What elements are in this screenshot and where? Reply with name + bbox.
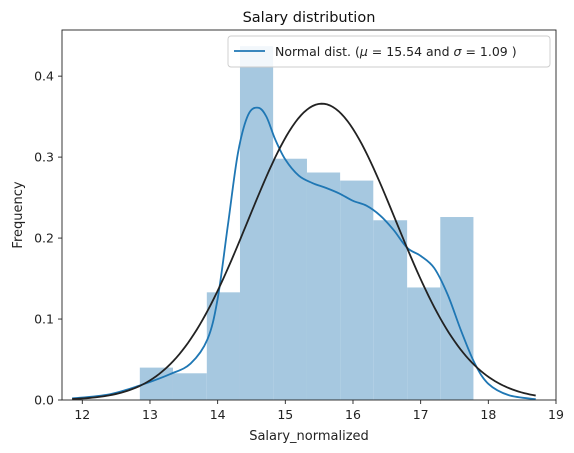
- x-tick-label: 15: [277, 407, 293, 422]
- histogram-bar-5: [306, 172, 341, 400]
- chart-title: Salary distribution: [243, 10, 376, 26]
- histogram-bar-4: [273, 158, 307, 400]
- x-tick-label: 18: [480, 407, 496, 422]
- y-tick-label: 0.2: [34, 231, 54, 246]
- x-tick-label: 12: [74, 407, 90, 422]
- x-tick-label: 14: [210, 407, 226, 422]
- y-axis-label: Frequency: [11, 181, 26, 248]
- x-tick-label: 19: [548, 407, 564, 422]
- histogram-bar-8: [407, 287, 441, 400]
- legend-label: Normal dist. (μ = 15.54 and σ = 1.09 ): [275, 44, 517, 59]
- legend: Normal dist. (μ = 15.54 and σ = 1.09 ): [227, 35, 551, 68]
- mu-value: = 15.54: [372, 44, 422, 59]
- y-tick-label: 0.4: [34, 69, 54, 84]
- histogram-bar-3: [239, 46, 274, 400]
- y-tick-label: 0.3: [34, 150, 54, 165]
- histogram-bar-9: [440, 217, 474, 400]
- axes-frame: [61, 29, 557, 401]
- x-axis-ticks: 12 13 14 15 16 17 18 19: [74, 400, 564, 422]
- histogram-bar-2: [206, 292, 240, 400]
- legend-box: [227, 35, 551, 68]
- y-tick-label: 0.0: [34, 393, 54, 408]
- mu-symbol: μ: [359, 44, 368, 59]
- histogram-bars: [139, 46, 474, 400]
- legend-and: and: [426, 44, 450, 59]
- y-tick-label: 0.1: [34, 312, 54, 327]
- y-axis-ticks: 0.0 0.1 0.2 0.3 0.4: [34, 69, 62, 408]
- sigma-symbol: σ: [454, 44, 463, 59]
- x-axis-label: Salary_normalized: [249, 429, 369, 444]
- plot-area: 12 13 14 15 16 17 18 19 0.0 0.1 0.2 0.3 0.4: [34, 29, 564, 422]
- normal-fit-line: [72, 102, 536, 400]
- legend-prefix: Normal dist. (: [275, 44, 360, 59]
- histogram-bar-1: [172, 373, 207, 400]
- x-tick-label: 17: [413, 407, 429, 422]
- x-tick-label: 16: [345, 407, 361, 422]
- histogram-bar-6: [340, 180, 374, 400]
- sigma-value: = 1.09: [465, 44, 507, 59]
- kde-line: [72, 106, 536, 401]
- histogram-bar-7: [373, 220, 408, 400]
- legend-suffix: ): [512, 44, 517, 59]
- x-tick-label: 13: [142, 407, 158, 422]
